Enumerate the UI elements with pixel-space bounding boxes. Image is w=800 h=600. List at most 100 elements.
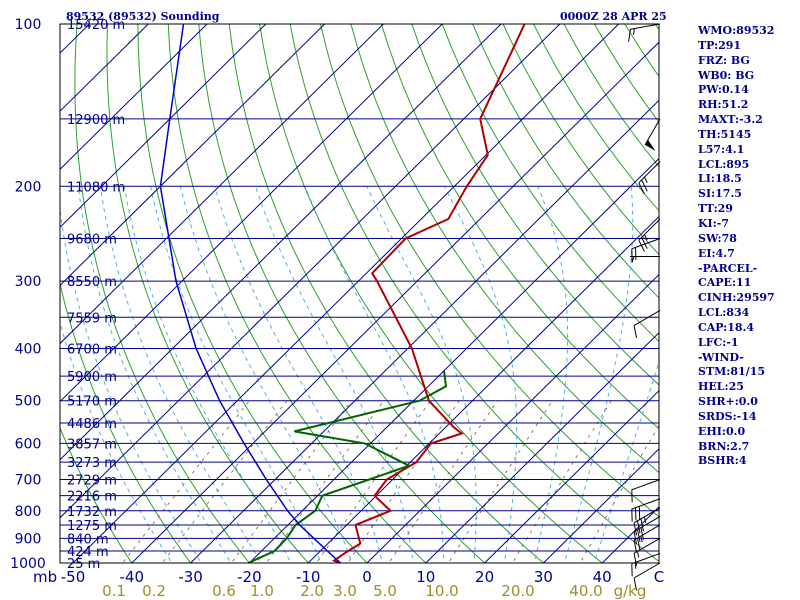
isotherm-line [483,390,659,563]
pressure-tick-label: 100 [15,17,42,33]
temperature-tick-label: 20 [475,568,494,586]
temperature-tick-label: 10 [416,568,435,586]
temperature-tick-label: 30 [534,568,553,586]
mixing-ratio-label: 1.0 [250,582,274,600]
wind-barbs [628,23,661,591]
isotherm-line [189,99,659,563]
index-line: SRDS:-14 [698,409,757,423]
wind-barb [638,161,661,195]
wind-barb-staff [631,479,661,491]
wind-barb-flag [633,539,638,553]
index-line: -WIND- [698,350,744,364]
profiles [159,24,526,563]
isotherm-line [366,273,659,563]
moist-adiabat-line [563,186,634,563]
dry-adiabat-line [228,24,545,563]
height-label: 3273 m [67,456,117,471]
wind-barb-flag [633,531,638,545]
isotherm-line [60,24,385,345]
wind-barb-staff [633,516,661,532]
index-line: WMO:89532 [698,24,775,37]
wind-barb-staff [638,218,661,241]
wind-barb-staff [638,161,661,184]
wind-barb [630,256,660,263]
moist-adiabat-line [304,186,445,563]
index-line: -PARCEL- [698,261,758,275]
wind-barb [638,218,661,252]
temperature-tick-label: -30 [178,568,203,586]
wind-barb [631,498,661,522]
pressure-tick-label: 400 [15,342,42,358]
wind-barb-half [643,516,647,524]
mixing-ratio-line [265,400,385,563]
x-axis-label: C [654,568,664,586]
wind-barb-flag [638,182,645,195]
station-title: 89532 (89532) Sounding [66,10,220,23]
mixing-ratio-label: 0.2 [142,582,166,600]
moist-adiabat-line [179,186,353,563]
moist-adiabat-line [60,320,173,563]
temperature-tick-label: -40 [120,568,145,586]
index-line: SHR+:0.0 [698,395,758,409]
isotherm-line [131,41,659,563]
wind-barb [633,310,661,338]
dry-adiabat-line [289,24,659,563]
dry-adiabat-line [411,24,659,386]
wind-barb [633,516,661,545]
temperature-tick-label: -10 [296,568,321,586]
height-label: 2729 m [67,474,117,489]
axis-labels: 15420 m 12900 m 11080 m 9680 m 8550 m 7559 m 6… [10,17,664,600]
index-line: CAPE:11 [698,276,752,290]
index-line: SI:17.5 [698,187,742,201]
index-line: STM:81/15 [698,365,765,379]
dry-adiabat-line [380,24,659,430]
wind-barb-flag [633,325,638,338]
pressure-tick-label: 900 [15,531,42,547]
moist-adiabat-line [366,186,477,563]
dry-adiabat-line [60,426,133,563]
mixing-ratio-label: 2.0 [300,582,324,600]
mixing-ratio-label: 10.0 [425,582,458,600]
pressure-tick-label: 200 [15,179,42,195]
pressure-tick-label: 700 [15,473,42,489]
dry-adiabat-line [320,24,659,518]
index-line: EI:4.7 [698,246,735,260]
wind-barb-staff [631,498,661,510]
height-label: 6700 m [67,343,117,358]
moist-adiabat-line [214,186,383,563]
dry-adiabat-line [198,24,486,563]
wind-barb [633,562,661,591]
mixing-ratio-label: 5.0 [373,582,397,600]
index-line: SW:78 [698,231,737,245]
wind-barb-half [632,28,635,35]
mixing-ratio-line [388,400,498,563]
height-label: 12900 m [67,113,125,128]
wind-barb-flag [638,239,645,252]
wind-barb-flag [636,520,641,534]
wind-barb-staff [633,537,661,554]
temperature-tick-label: -20 [237,568,262,586]
index-line: TH:5145 [698,127,752,141]
moist-adiabat-line [60,205,202,563]
temperature-tick-label: -50 [61,568,86,586]
mixing-ratio-label: 0.6 [212,582,236,600]
height-label: 4486 m [67,417,117,432]
index-line: CINH:29597 [698,291,775,305]
height-label: 11080 m [67,180,125,195]
index-line: LCL:834 [698,306,750,320]
wind-barb-flag [641,237,648,249]
pressure-tick-label: 300 [15,274,42,290]
height-label: 15420 m [67,18,125,33]
isotherm-line [60,24,208,170]
isotherm-line [72,24,620,563]
index-line: LI:18.5 [698,172,742,186]
index-line: MAXT:-3.2 [698,113,763,127]
wind-barb-staff [631,552,661,565]
mixing-ratio-label: 40.0 [569,582,602,600]
wind-barb-flag [633,553,638,566]
height-label: 424 m [67,545,109,560]
wind-barb [631,238,661,262]
wind-barb-flag [640,518,644,532]
pressure-tick-label: 500 [15,394,42,410]
